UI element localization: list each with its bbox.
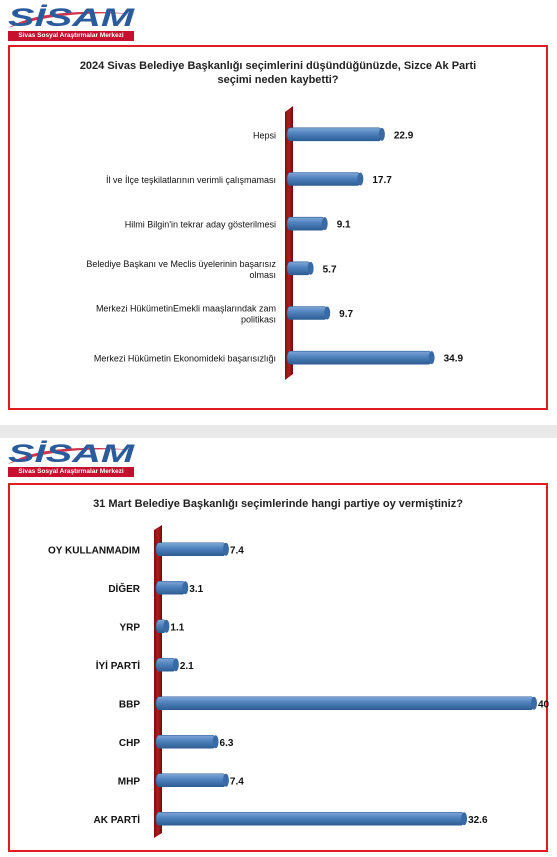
value-label: 6.3 [220, 738, 234, 749]
bar [286, 127, 383, 142]
sisam-logo: SİSAM Sivas Sosyal Araştırmalar Merkezi [4, 4, 140, 44]
category-label: MHP [118, 776, 141, 787]
bar-end-cap [321, 217, 328, 231]
category-label: İl ve İlçe teşkilatlarının verimli çalış… [106, 175, 276, 185]
category-label-line: Merkezi Hükümetin Ekonomideki başarısızl… [94, 354, 276, 364]
bar [155, 542, 227, 557]
sisam-logo: SİSAM Sivas Sosyal Araştırmalar Merkezi [4, 440, 140, 480]
bar-chart-reasons: Hepsi 22.9 İl ve İlçe teşkilatlarının veri… [86, 106, 464, 380]
value-label: 9.1 [337, 220, 351, 231]
category-label: CHP [119, 738, 140, 749]
category-label: Hepsi [253, 130, 276, 140]
bar-end-cap [222, 542, 229, 556]
bar-end-cap [222, 773, 229, 787]
chart-title: 2024 Sivas Belediye Başkanlığı seçimleri… [79, 60, 477, 86]
category-label-line: DİĞER [108, 582, 140, 595]
bar-end-cap [307, 261, 314, 275]
chart-frame: 31 Mart Belediye Başkanlığı seçimlerinde… [8, 483, 548, 852]
value-label: 2.1 [180, 661, 194, 672]
category-label-line: Belediye Başkanı ve Meclis üyelerinin ba… [86, 259, 276, 269]
category-label: Merkezi HükümetinEmekli maaşlarındak zam… [96, 304, 276, 325]
category-label-line: Hilmi Bilgin'in tekrar aday gösterilmesi [125, 220, 276, 230]
bar-end-cap [324, 306, 331, 320]
value-label: 40 [538, 699, 550, 710]
category-label: Belediye Başkanı ve Meclis üyelerinin ba… [86, 259, 276, 280]
bar-end-cap [163, 619, 170, 633]
sisam-logo-wordmark: SİSAM [8, 4, 136, 32]
category-label-line: AK PARTİ [94, 813, 141, 826]
category-label-line: Merkezi HükümetinEmekli maaşlarındak zam [96, 304, 276, 314]
chart-frame: 2024 Sivas Belediye Başkanlığı seçimleri… [8, 45, 548, 410]
value-label: 5.7 [323, 264, 337, 275]
survey-panel-votes: SİSAM Sivas Sosyal Araştırmalar Merkezi … [0, 438, 557, 857]
category-label: YRP [119, 622, 140, 633]
value-label: 3.1 [189, 584, 203, 595]
bar [155, 811, 465, 826]
bar [286, 350, 432, 365]
bar [155, 580, 186, 595]
value-label: 32.6 [468, 815, 488, 826]
bar [155, 734, 216, 749]
category-label-line: YRP [119, 622, 140, 633]
value-label: 7.4 [230, 545, 244, 556]
category-label-line: İl ve İlçe teşkilatlarının verimli çalış… [106, 175, 276, 185]
value-label: 9.7 [339, 309, 353, 320]
value-label: 22.9 [394, 130, 414, 141]
value-label: 34.9 [444, 354, 464, 365]
category-label-line: Hepsi [253, 130, 276, 140]
axis-wall [154, 525, 162, 838]
category-label-line: OY KULLANMADIM [48, 545, 140, 556]
logo-wordmark-text: SİSAM [8, 4, 136, 32]
sisam-logo-wordmark: SİSAM [8, 440, 136, 468]
category-label: AK PARTİ [94, 813, 141, 826]
logo-subtitle: Sivas Sosyal Araştırmalar Merkezi [8, 31, 134, 41]
bar-end-cap [531, 696, 537, 710]
bar [286, 172, 361, 186]
bar [155, 696, 535, 711]
bar-end-cap [212, 735, 219, 749]
panel-divider [0, 425, 557, 438]
value-label: 1.1 [170, 622, 184, 633]
category-label: Merkezi Hükümetin Ekonomideki başarısızl… [94, 354, 276, 364]
bar-end-cap [378, 127, 385, 141]
logo-wordmark-text: SİSAM [8, 440, 136, 468]
survey-panel-reasons: SİSAM Sivas Sosyal Araştırmalar Merkezi … [0, 0, 557, 425]
category-label-line: MHP [118, 776, 141, 787]
bar [155, 773, 227, 788]
category-label: DİĞER [108, 582, 140, 595]
bar-end-cap [461, 812, 468, 826]
logo-subtitle: Sivas Sosyal Araştırmalar Merkezi [8, 467, 134, 477]
category-label: OY KULLANMADIM [48, 545, 140, 556]
bar-end-cap [182, 581, 189, 595]
chart-title: 31 Mart Belediye Başkanlığı seçimlerinde… [93, 498, 463, 510]
axis-wall [285, 106, 293, 380]
category-label-line: olması [249, 270, 276, 280]
category-label: Hilmi Bilgin'in tekrar aday gösterilmesi [125, 220, 276, 230]
category-label-line: BBP [119, 699, 140, 710]
category-label-line: politikası [241, 315, 276, 325]
bar [286, 306, 328, 320]
bar-end-cap [428, 351, 435, 365]
bar-chart-votes: OY KULLANMADIM 7.4 DİĞER 3.1 YRP 1.1 İYİ PARTİ… [48, 525, 550, 838]
bar [286, 261, 311, 276]
category-label-line: İYİ PARTİ [96, 659, 140, 672]
bar-end-cap [357, 172, 364, 186]
value-label: 7.4 [230, 776, 244, 787]
bar-end-cap [172, 658, 179, 672]
bar [286, 216, 326, 231]
category-label-line: CHP [119, 738, 140, 749]
category-label: İYİ PARTİ [96, 659, 140, 672]
category-label: BBP [119, 699, 140, 710]
value-label: 17.7 [372, 175, 392, 186]
